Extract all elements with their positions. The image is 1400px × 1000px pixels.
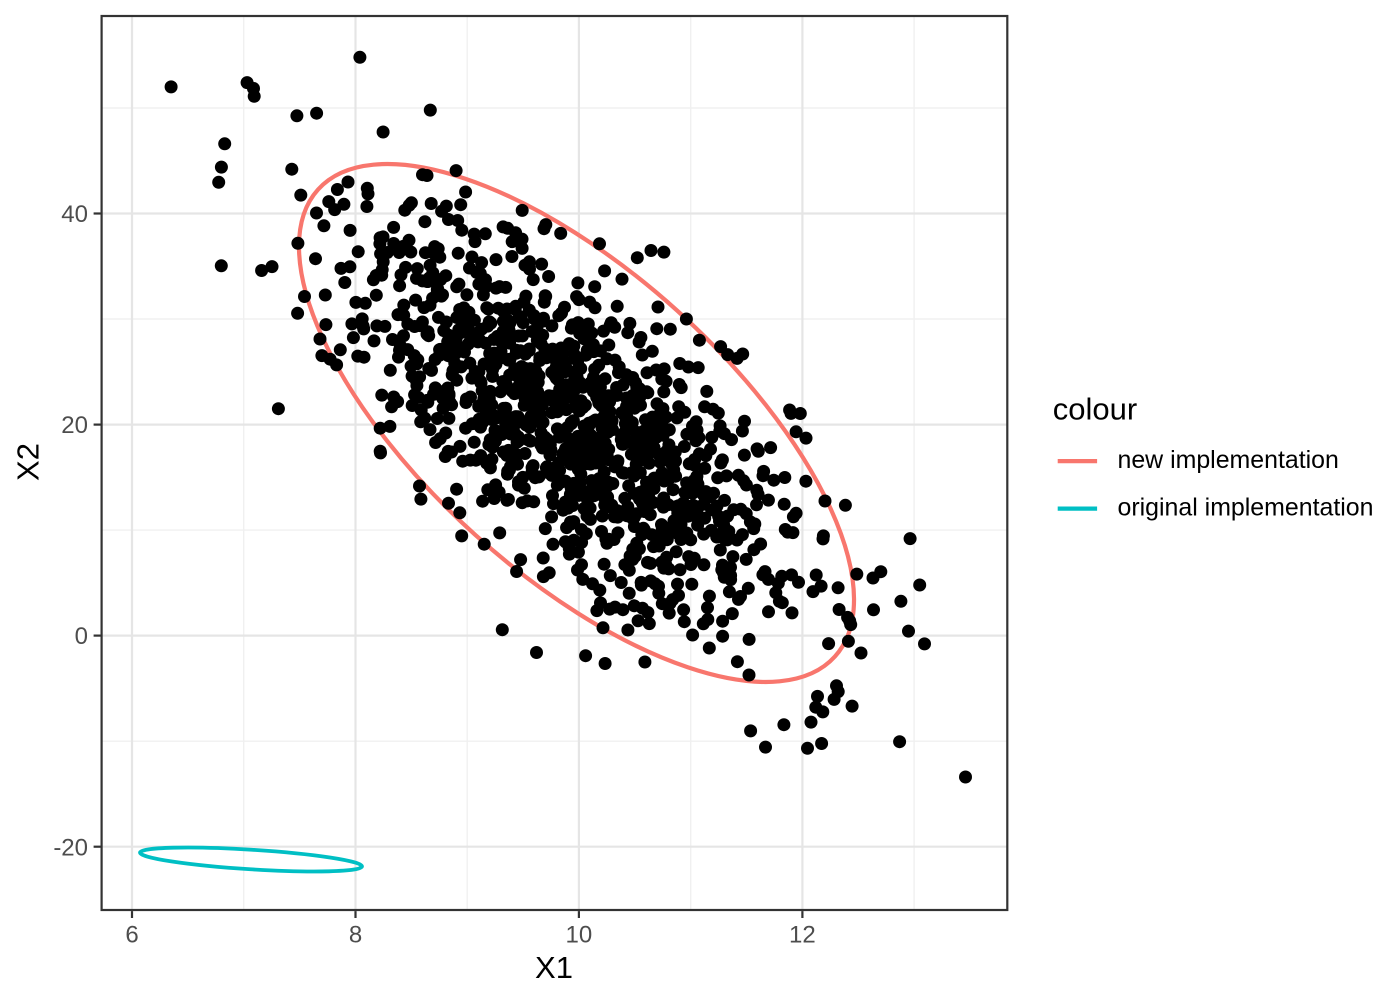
svg-text:new implementation: new implementation	[1118, 446, 1339, 474]
svg-text:20: 20	[61, 412, 88, 439]
svg-text:colour: colour	[1053, 391, 1137, 426]
svg-text:12: 12	[789, 922, 816, 949]
svg-text:6: 6	[125, 922, 138, 949]
svg-text:-20: -20	[53, 834, 88, 861]
svg-text:40: 40	[61, 201, 88, 228]
svg-text:8: 8	[349, 922, 362, 949]
svg-text:X1: X1	[535, 950, 573, 985]
svg-text:original implementation: original implementation	[1118, 494, 1374, 522]
svg-text:0: 0	[75, 623, 88, 650]
svg-text:X2: X2	[11, 443, 46, 481]
svg-text:10: 10	[566, 922, 593, 949]
